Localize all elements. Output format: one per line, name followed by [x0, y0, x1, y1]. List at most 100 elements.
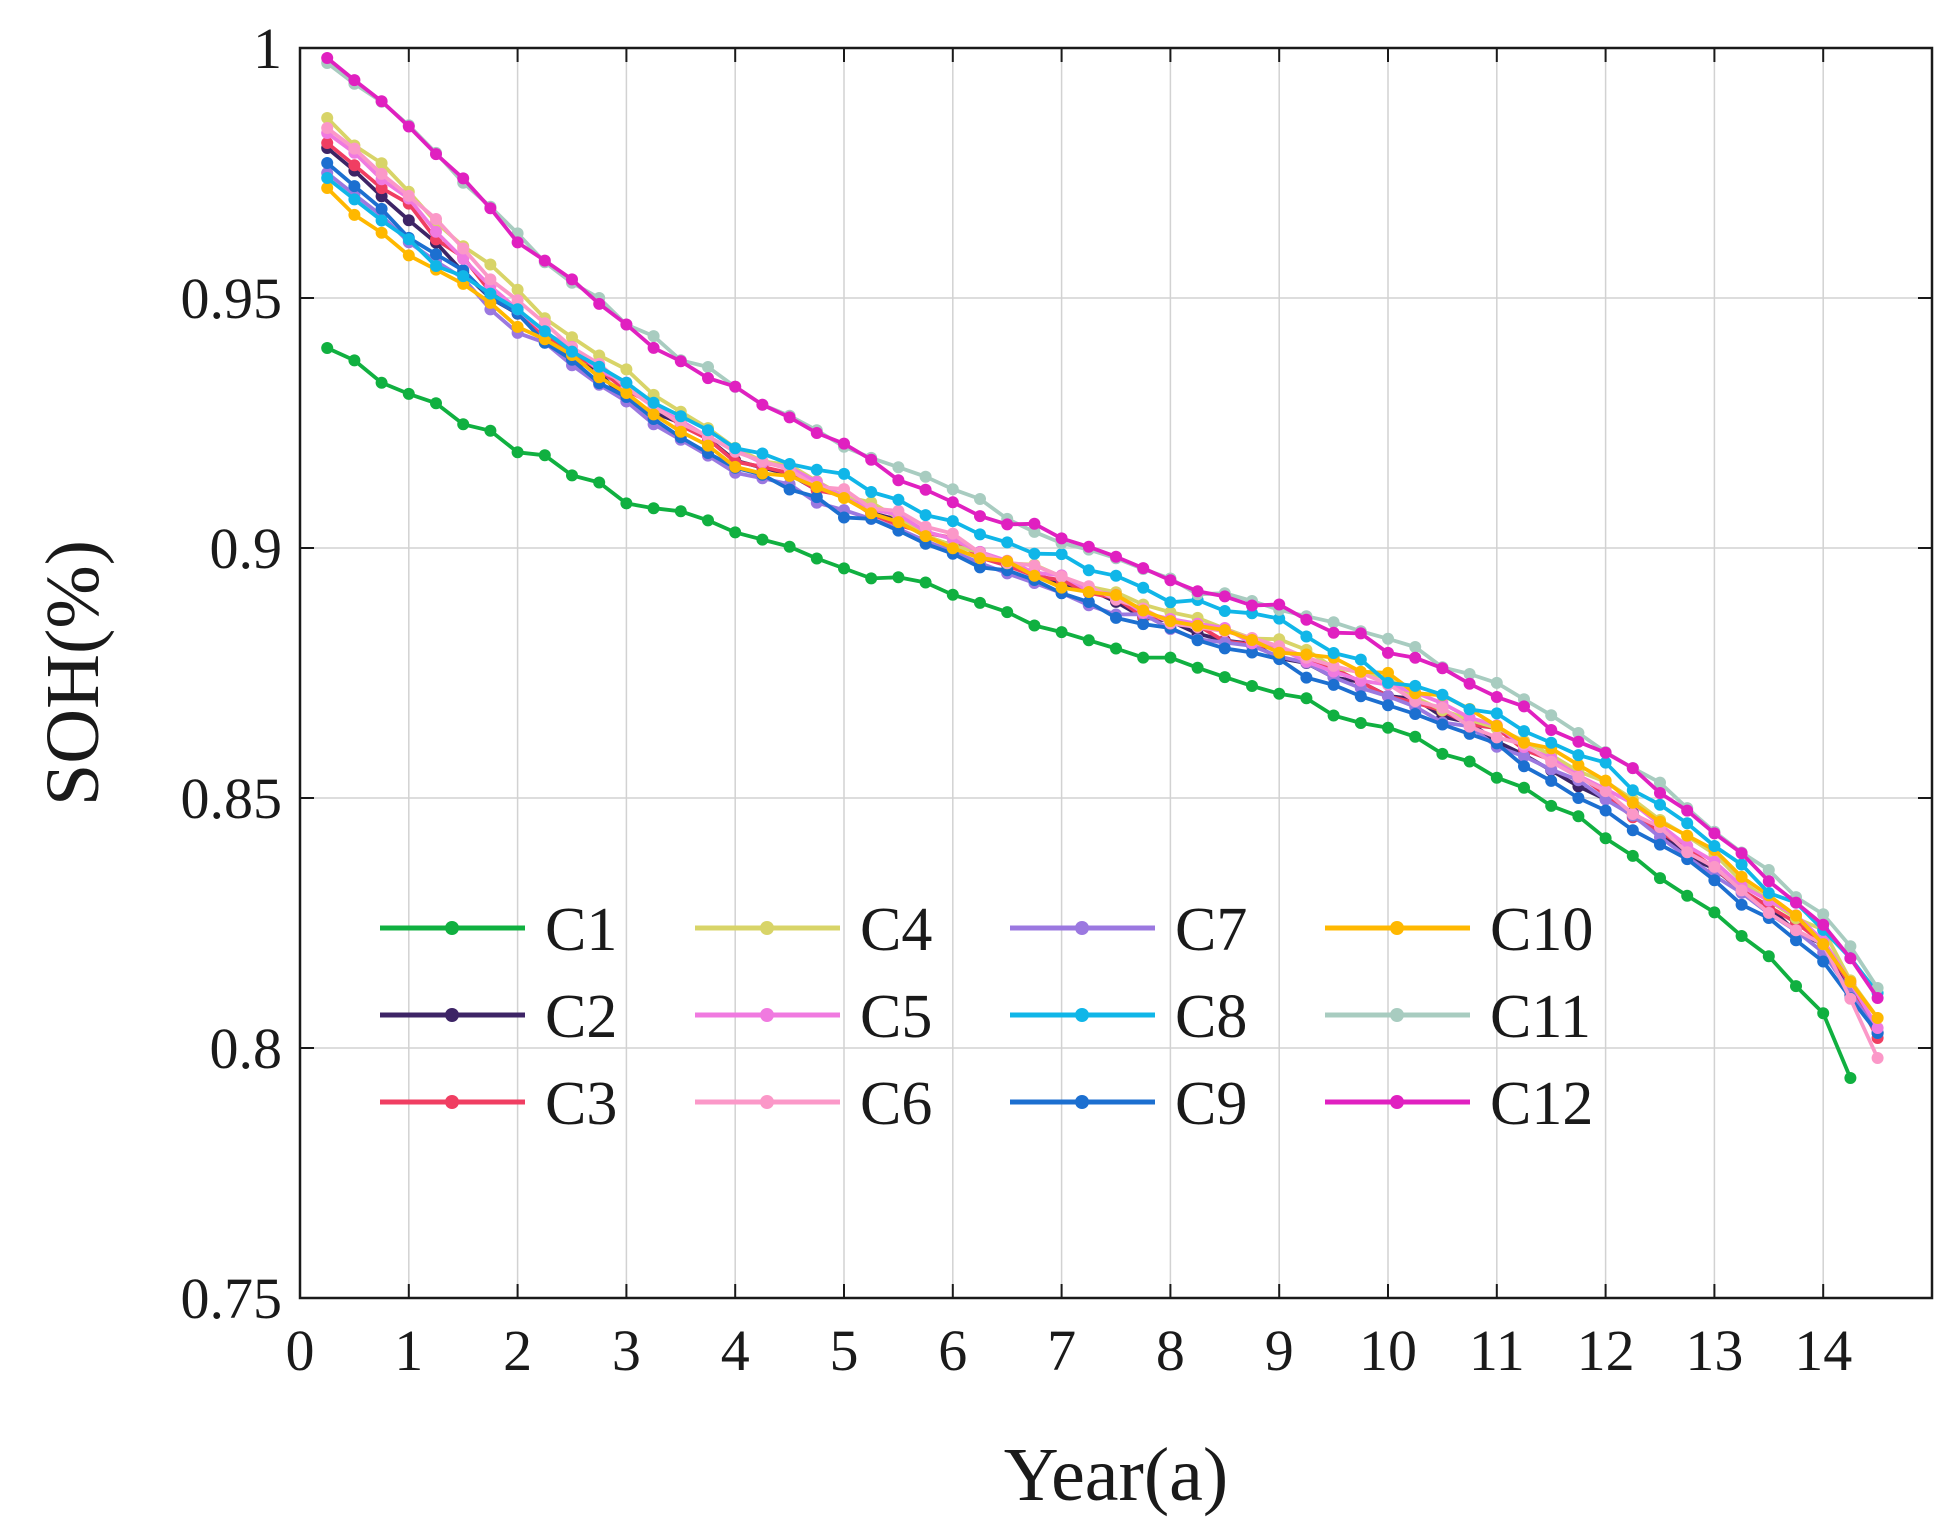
- data-point: [1354, 653, 1367, 666]
- data-point: [946, 483, 959, 496]
- legend-label: C4: [860, 896, 932, 964]
- data-point: [946, 496, 959, 509]
- x-axis-title: Year(a): [1004, 1433, 1228, 1517]
- data-point: [974, 510, 986, 523]
- data-point: [1817, 918, 1830, 931]
- data-point: [321, 122, 334, 134]
- data-point: [1055, 548, 1068, 561]
- data-point: [566, 469, 578, 482]
- data-point: [1654, 798, 1666, 811]
- x-tick-label: 6: [938, 1318, 967, 1383]
- data-point: [375, 376, 388, 389]
- data-point: [892, 524, 905, 537]
- data-point: [1654, 872, 1666, 885]
- data-point: [538, 449, 551, 462]
- data-point: [1001, 606, 1014, 619]
- data-point: [1463, 711, 1476, 724]
- data-point: [729, 442, 742, 455]
- data-point: [1735, 847, 1748, 860]
- data-point: [1599, 785, 1612, 798]
- legend-swatch-marker: [445, 1008, 459, 1022]
- data-point: [1273, 598, 1286, 611]
- y-tick-label: 0.8: [210, 1016, 283, 1081]
- y-tick-label: 0.85: [181, 766, 283, 831]
- data-point: [375, 202, 388, 215]
- data-point: [348, 208, 361, 221]
- data-point: [647, 502, 660, 515]
- data-point: [566, 345, 578, 358]
- legend-entry-c2: C2: [380, 983, 617, 1051]
- data-point: [1382, 721, 1394, 734]
- legend-swatch-marker: [1390, 1008, 1404, 1022]
- data-point: [1735, 898, 1748, 911]
- x-tick-label: 3: [612, 1318, 641, 1383]
- data-point: [1545, 799, 1558, 812]
- data-point: [946, 515, 959, 528]
- legend-entry-c9: C9: [1010, 1070, 1247, 1138]
- data-point: [1518, 700, 1530, 713]
- data-point: [402, 233, 415, 246]
- data-point: [1409, 708, 1422, 720]
- data-point: [1055, 570, 1068, 583]
- data-point: [1137, 604, 1150, 617]
- data-point: [1681, 889, 1694, 902]
- data-point: [1735, 884, 1748, 897]
- data-point: [1735, 858, 1748, 871]
- legend-entry-c8: C8: [1010, 983, 1247, 1051]
- data-point: [674, 410, 687, 423]
- legend-entry-c10: C10: [1325, 896, 1593, 964]
- data-point: [1708, 827, 1721, 840]
- data-point: [1518, 736, 1530, 749]
- data-point: [484, 296, 497, 309]
- data-point: [1790, 980, 1802, 993]
- legend-label: C6: [860, 1070, 932, 1138]
- data-point: [1599, 756, 1612, 769]
- data-point: [1599, 832, 1612, 845]
- data-point: [1110, 589, 1122, 601]
- data-point: [321, 157, 334, 169]
- data-point: [1300, 648, 1313, 661]
- data-point: [1164, 596, 1177, 609]
- data-point: [484, 202, 497, 215]
- data-point: [1572, 727, 1585, 739]
- data-point: [1246, 680, 1258, 692]
- x-tick-label: 14: [1794, 1318, 1852, 1383]
- data-point: [375, 167, 388, 180]
- data-point: [538, 254, 551, 267]
- data-point: [457, 270, 470, 283]
- data-point: [1817, 908, 1830, 921]
- data-point: [321, 137, 334, 149]
- data-point: [1137, 618, 1150, 631]
- data-point: [1191, 661, 1204, 674]
- legend-entry-c4: C4: [695, 896, 932, 964]
- data-point: [1871, 1012, 1884, 1024]
- data-point: [674, 355, 687, 368]
- data-point: [348, 74, 361, 87]
- data-point: [838, 437, 850, 450]
- data-point: [348, 159, 361, 172]
- data-point: [457, 172, 470, 185]
- data-point: [1409, 730, 1422, 743]
- data-point: [1028, 559, 1041, 572]
- data-point: [1844, 1072, 1857, 1084]
- data-point: [1436, 747, 1449, 760]
- data-point: [1654, 787, 1666, 799]
- data-point: [892, 493, 905, 506]
- data-point: [838, 562, 850, 575]
- data-point: [1137, 651, 1150, 664]
- data-point: [1164, 615, 1177, 628]
- data-point: [321, 112, 334, 124]
- data-point: [1762, 950, 1775, 963]
- data-point: [892, 474, 905, 487]
- data-point: [430, 225, 442, 238]
- data-point: [1490, 707, 1503, 720]
- legend-swatch-marker: [445, 1095, 459, 1109]
- legend-swatch-marker: [1075, 1008, 1089, 1022]
- data-point: [430, 248, 442, 261]
- data-point: [1599, 774, 1612, 787]
- data-point: [1518, 781, 1530, 794]
- data-point: [430, 148, 442, 161]
- data-point: [1001, 536, 1014, 549]
- legend-swatch-marker: [760, 1008, 774, 1022]
- data-point: [1708, 906, 1721, 919]
